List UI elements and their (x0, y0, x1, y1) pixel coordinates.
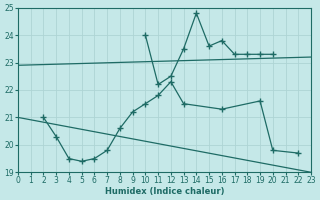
X-axis label: Humidex (Indice chaleur): Humidex (Indice chaleur) (105, 187, 224, 196)
